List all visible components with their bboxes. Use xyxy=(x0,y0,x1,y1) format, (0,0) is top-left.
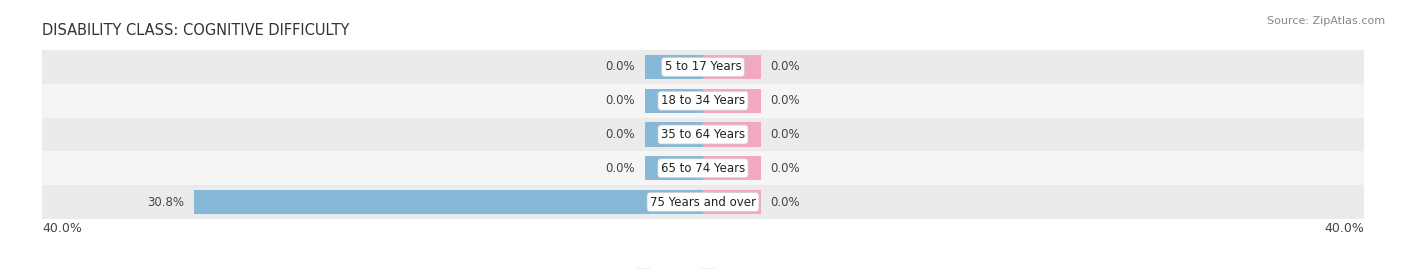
Bar xyxy=(42,185,1364,219)
Text: 18 to 34 Years: 18 to 34 Years xyxy=(661,94,745,107)
Bar xyxy=(645,89,703,113)
Text: 0.0%: 0.0% xyxy=(606,94,636,107)
Bar xyxy=(703,190,761,214)
Text: 40.0%: 40.0% xyxy=(1324,222,1364,235)
Text: 0.0%: 0.0% xyxy=(770,128,800,141)
Text: 30.8%: 30.8% xyxy=(148,196,184,208)
Bar xyxy=(42,118,1364,151)
Bar xyxy=(645,156,703,180)
Text: Source: ZipAtlas.com: Source: ZipAtlas.com xyxy=(1267,16,1385,26)
Bar xyxy=(645,122,703,147)
Bar xyxy=(194,190,703,214)
Bar xyxy=(703,89,761,113)
Text: 0.0%: 0.0% xyxy=(606,162,636,175)
Text: 75 Years and over: 75 Years and over xyxy=(650,196,756,208)
Text: 0.0%: 0.0% xyxy=(770,61,800,73)
Bar xyxy=(42,84,1364,118)
Text: 0.0%: 0.0% xyxy=(606,61,636,73)
Bar xyxy=(703,122,761,147)
Text: 0.0%: 0.0% xyxy=(606,128,636,141)
Bar xyxy=(703,156,761,180)
Text: 5 to 17 Years: 5 to 17 Years xyxy=(665,61,741,73)
Text: 35 to 64 Years: 35 to 64 Years xyxy=(661,128,745,141)
Text: 40.0%: 40.0% xyxy=(42,222,82,235)
Bar xyxy=(645,55,703,79)
Bar xyxy=(703,55,761,79)
Text: 0.0%: 0.0% xyxy=(770,162,800,175)
Text: 65 to 74 Years: 65 to 74 Years xyxy=(661,162,745,175)
Text: DISABILITY CLASS: COGNITIVE DIFFICULTY: DISABILITY CLASS: COGNITIVE DIFFICULTY xyxy=(42,23,350,38)
Text: 0.0%: 0.0% xyxy=(770,94,800,107)
Bar xyxy=(42,151,1364,185)
Text: 0.0%: 0.0% xyxy=(770,196,800,208)
Legend: Male, Female: Male, Female xyxy=(630,264,776,269)
Bar xyxy=(42,50,1364,84)
